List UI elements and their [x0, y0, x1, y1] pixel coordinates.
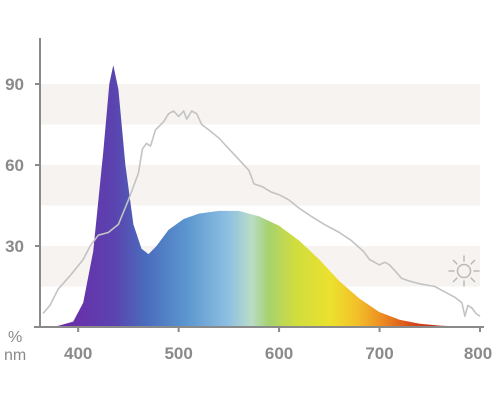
y-unit-label: % — [8, 329, 22, 346]
y-axis-ticks: 30 60 90 — [5, 75, 40, 256]
x-tick-label: 500 — [164, 344, 192, 363]
y-tick-label: 30 — [5, 237, 24, 256]
x-tick-label: 400 — [64, 344, 92, 363]
y-tick-label: 60 — [5, 156, 24, 175]
background-band — [40, 84, 480, 125]
x-unit-label: nm — [4, 347, 26, 364]
led-spectrum-area — [40, 65, 480, 327]
x-tick-label: 800 — [464, 344, 492, 363]
daylight-reference-line — [42, 110, 481, 317]
x-axis-ticks: 400 500 600 700 800 — [64, 327, 492, 363]
sun-icon — [448, 255, 480, 287]
x-tick-label: 700 — [365, 344, 393, 363]
y-tick-label: 90 — [5, 75, 24, 94]
x-tick-label: 600 — [265, 344, 293, 363]
